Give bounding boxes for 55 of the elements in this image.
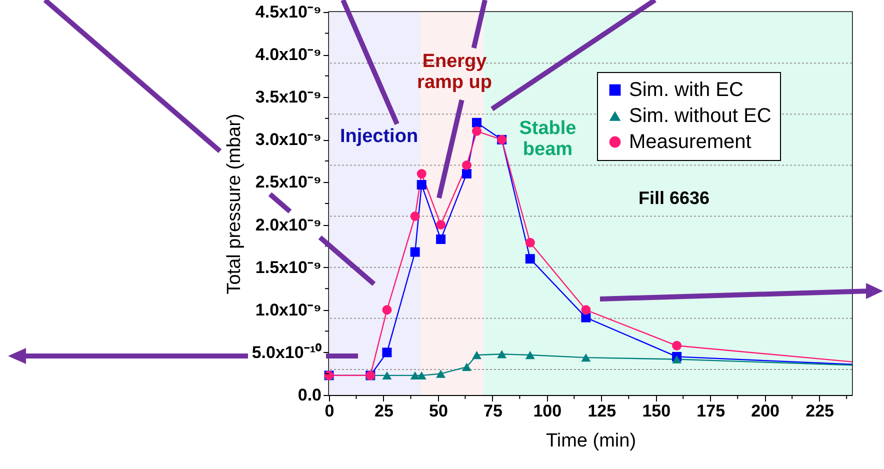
point <box>410 212 420 221</box>
y-tick-label: 3.5x10⁻⁹ <box>255 88 322 107</box>
legend-label: Measurement <box>629 131 752 153</box>
band-label: Energy ramp up <box>417 51 492 94</box>
y-tick-label: 5.0x10⁻¹⁰ <box>252 342 322 362</box>
x-tick-label: 150 <box>642 402 671 420</box>
band-label: Injection <box>340 126 418 147</box>
x-tick-label: 200 <box>751 402 780 420</box>
y-tick-label: 4.5x10⁻⁹ <box>255 2 322 22</box>
y-tick-label: 1.5x10⁻⁹ <box>255 258 322 277</box>
y-tick-label: 4.0x10⁻⁹ <box>255 45 322 64</box>
x-tick-label: 100 <box>533 402 562 420</box>
point <box>525 254 535 264</box>
point <box>382 371 392 380</box>
x-tick-label: 75 <box>483 402 502 420</box>
point <box>436 234 446 244</box>
point <box>416 371 426 380</box>
point <box>672 355 682 364</box>
x-axis-title: Time (min) <box>546 430 636 452</box>
annotation: Fill 6636 <box>638 188 710 208</box>
point <box>581 353 591 362</box>
point <box>416 168 426 178</box>
x-tick-label: 50 <box>428 402 448 420</box>
point <box>497 350 507 358</box>
point <box>581 312 591 322</box>
point <box>472 126 482 136</box>
y-tick-label: 1.0x10⁻⁹ <box>255 300 322 320</box>
x-tick-label: 0 <box>324 402 334 420</box>
point <box>462 168 472 178</box>
point <box>462 160 472 170</box>
band-label: Stable beam <box>519 118 576 160</box>
x-tick-label: 175 <box>696 402 726 420</box>
point <box>472 118 482 128</box>
point <box>436 370 446 378</box>
x-tick-label: 25 <box>374 402 394 420</box>
point <box>672 340 682 350</box>
point <box>382 348 392 358</box>
point <box>525 238 535 248</box>
y-tick-label: 2.5x10⁻⁹ <box>255 172 322 192</box>
legend-label: Sim. without EC <box>629 105 772 127</box>
x-tick-label: 125 <box>588 402 616 420</box>
legend-label: Sim. with EC <box>629 79 744 101</box>
point <box>382 305 392 315</box>
y-tick-label: 0.0 <box>298 386 322 404</box>
point <box>472 350 482 360</box>
point <box>525 350 535 360</box>
y-tick-label: 2.0x10⁻⁹ <box>255 215 322 234</box>
point <box>581 305 591 315</box>
point <box>436 220 446 230</box>
y-axis-title: Total pressure (mbar) <box>224 114 245 294</box>
point <box>410 247 420 257</box>
point <box>416 180 426 190</box>
point <box>462 362 472 372</box>
y-tick-label: 3.0x10⁻⁹ <box>255 130 322 150</box>
x-tick-label: 225 <box>806 402 834 420</box>
